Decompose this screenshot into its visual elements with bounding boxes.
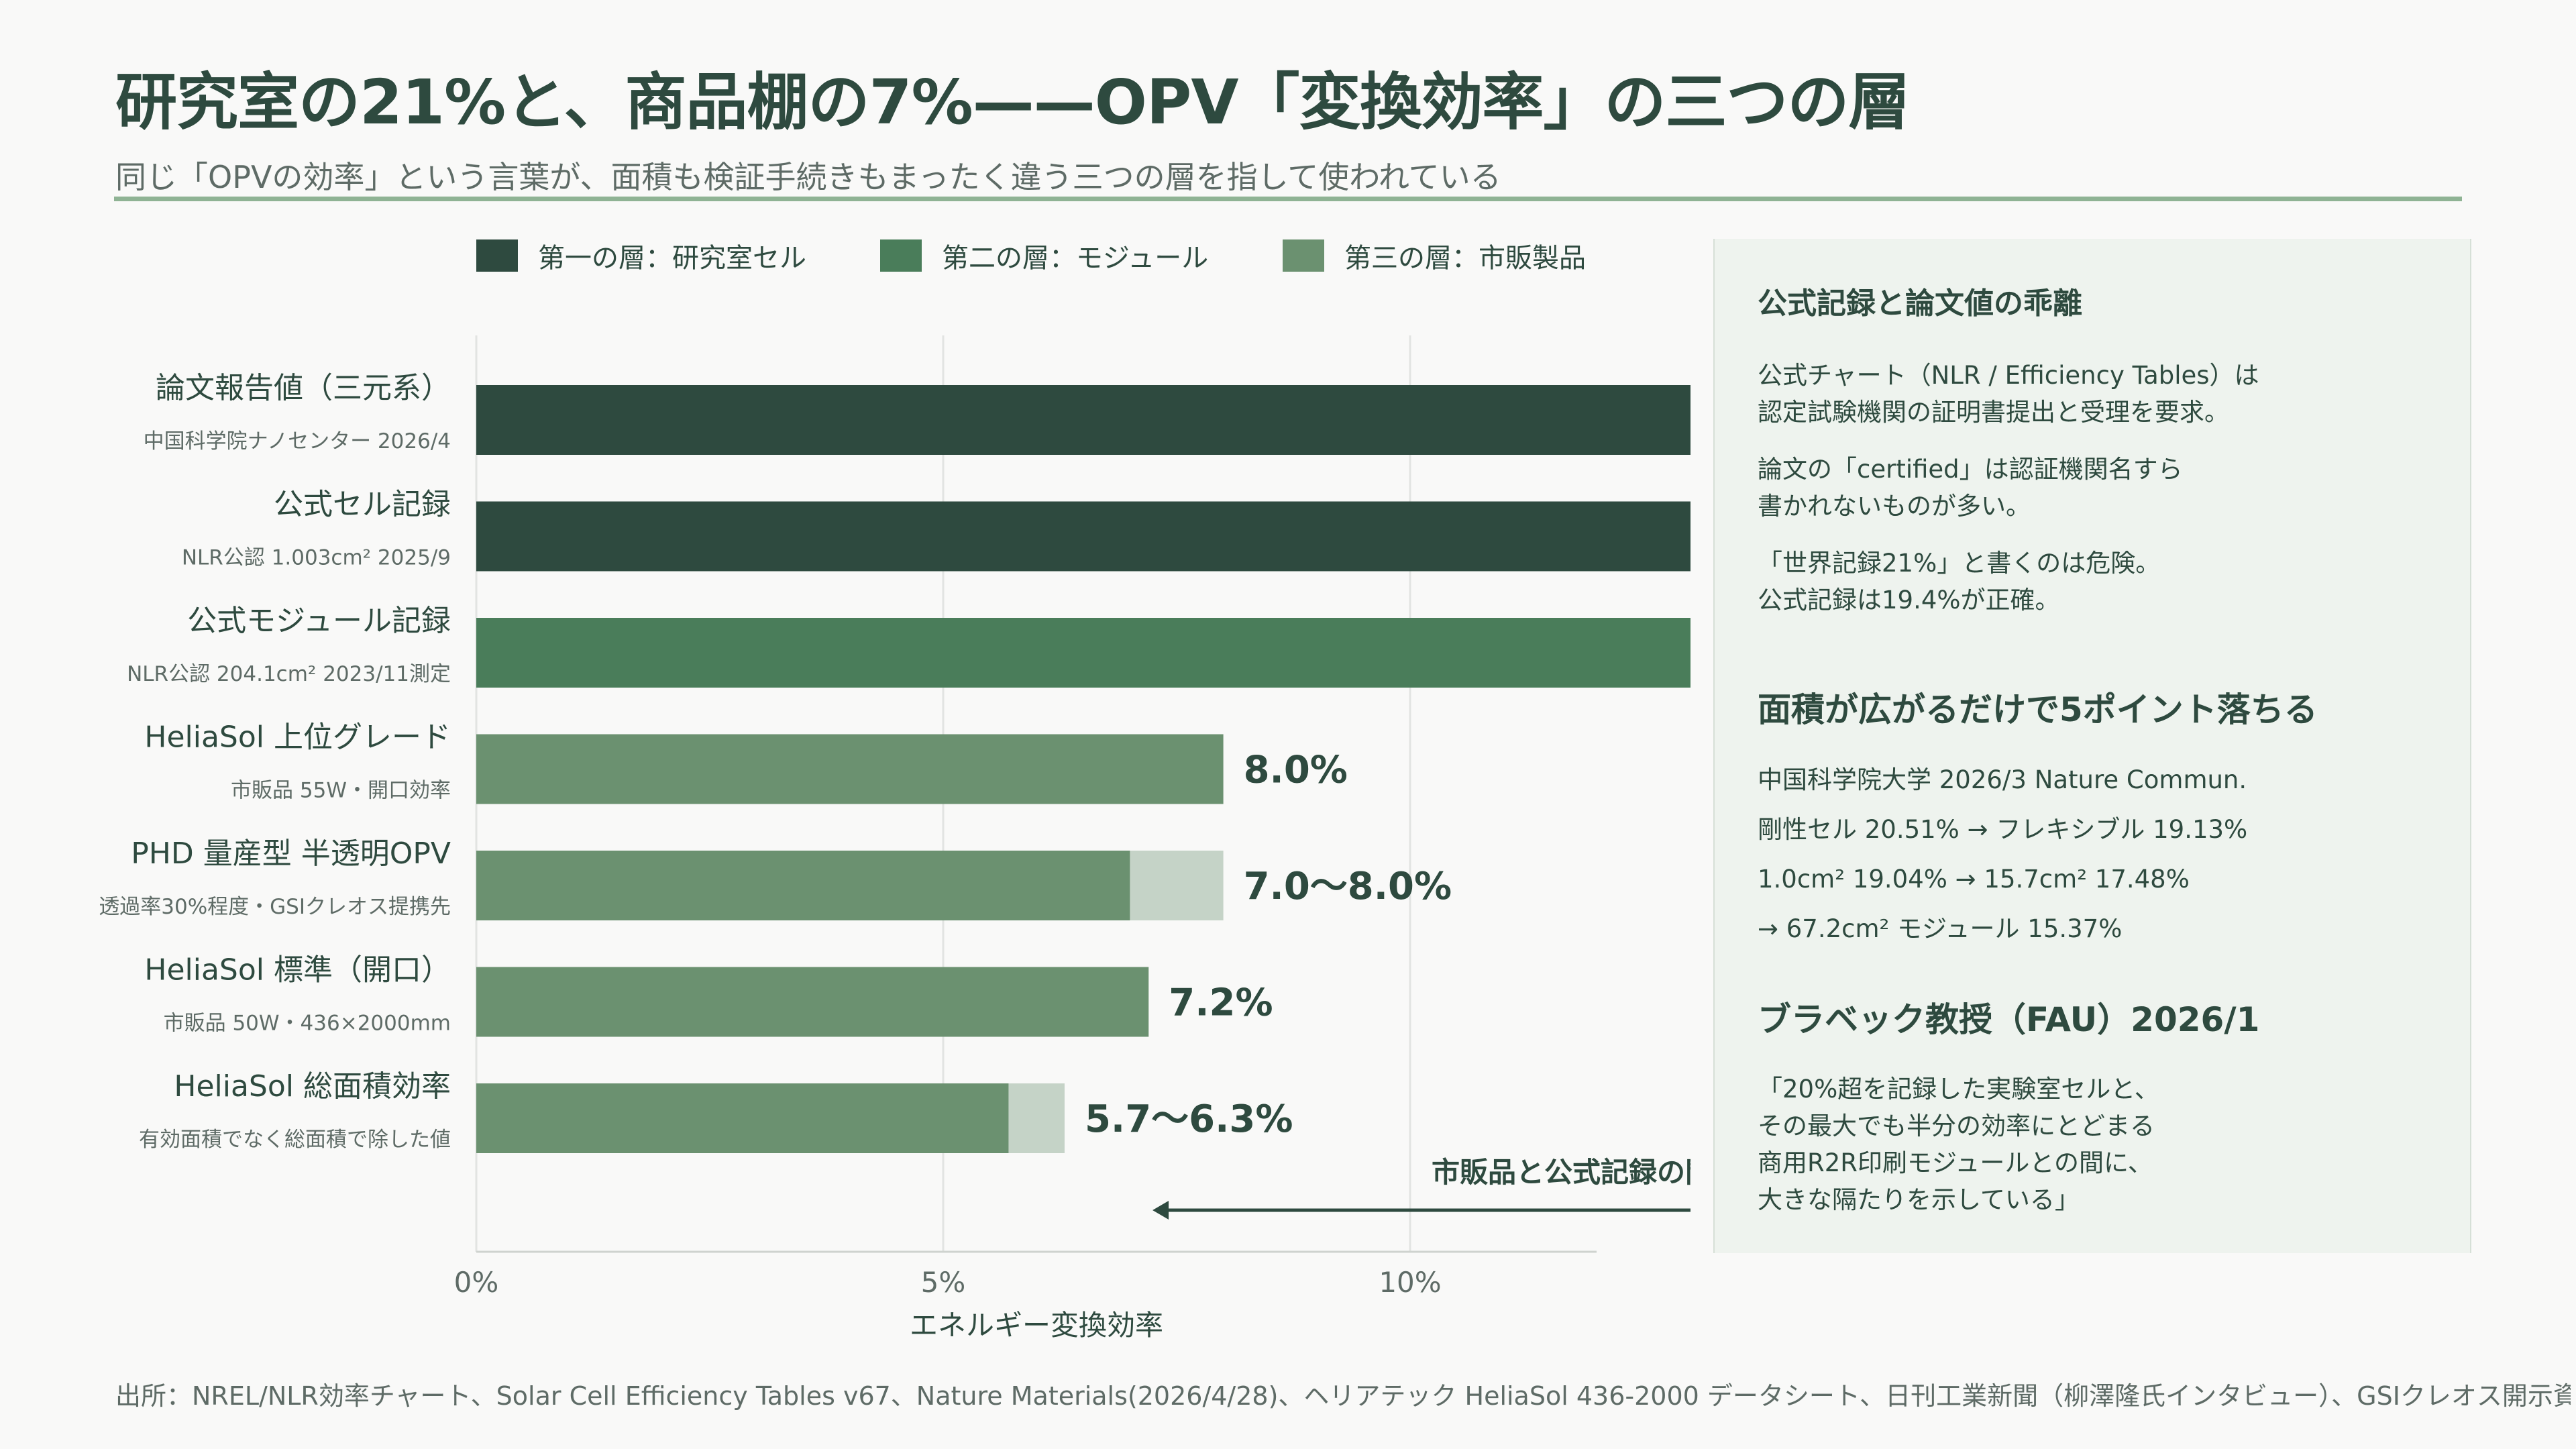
bar	[476, 618, 1690, 688]
x-axis-label: エネルギー変換効率	[910, 1309, 1163, 1342]
bar	[476, 501, 1690, 572]
commentary-line: → 67.2cm² モジュール 15.37%	[1758, 914, 2123, 943]
category-sublabel: 有効面積でなく総面積で除した値	[139, 1128, 451, 1152]
category-sublabel: NLR公認 1.003cm² 2025/9	[182, 546, 451, 570]
category-label: HeliaSol 総面積効率	[174, 1069, 451, 1104]
efficiency-bar-chart: 0%5%10%15%20%エネルギー変換効率21.01%論文報告値（三元系）中国…	[99, 335, 1690, 1342]
quote-line: 商用R2R印刷モジュールとの間に、	[1758, 1148, 2153, 1177]
legend-swatch-lab-cell	[476, 239, 518, 272]
legend-label: 第一の層：研究室セル	[538, 243, 806, 274]
section-title-record-gap: 公式記録と論文値の乖離	[1758, 286, 2082, 321]
category-label: PHD 量産型 半透明OPV	[131, 837, 451, 871]
section-title-area-loss: 面積が広がるだけで5ポイント落ちる	[1758, 690, 2318, 729]
quote-line: 大きな隔たりを示している」	[1758, 1185, 2080, 1214]
legend-item-module: 第二の層：モジュール	[880, 236, 1208, 275]
category-sublabel: 市販品 50W・436×2000mm	[164, 1012, 451, 1036]
legend-item-product: 第三の層：市販製品	[1283, 236, 1586, 275]
commentary-line: 1.0cm² 19.04% → 15.7cm² 17.48%	[1758, 865, 2190, 894]
commentary-line: 公式チャート（NLR / Efficiency Tables）は	[1758, 361, 2259, 390]
commentary-line: 公式記録は19.4%が正確。	[1758, 586, 2060, 614]
commentary-panel: 公式記録と論文値の乖離 公式チャート（NLR / Efficiency Tabl…	[1713, 239, 2471, 1253]
title-divider	[114, 197, 2462, 201]
x-tick-label: 0%	[454, 1266, 499, 1299]
quote-line: その最大でも半分の効率にとどまる	[1758, 1112, 2155, 1140]
bar-value-label: 7.2%	[1169, 981, 1273, 1025]
legend-swatch-module	[880, 239, 922, 272]
category-label: 公式モジュール記録	[187, 604, 451, 638]
gap-arrow-head-left	[1152, 1201, 1169, 1220]
quote-line: 「20%超を記録した実験室セルと、	[1758, 1075, 2159, 1104]
category-sublabel: 中国科学院ナノセンター 2026/4	[144, 429, 451, 453]
legend-swatch-product	[1283, 239, 1324, 272]
source-note: 出所：NREL/NLR効率チャート、Solar Cell Efficiency …	[115, 1381, 2571, 1411]
commentary-line: 認定試験機関の証明書提出と受理を要求。	[1758, 398, 2229, 427]
x-tick-label: 10%	[1379, 1266, 1441, 1299]
legend-label: 第二の層：モジュール	[942, 243, 1209, 274]
section-title-brabec-quote: ブラベック教授（FAU）2026/1	[1758, 1000, 2260, 1039]
commentary-line: 書かれないものが多い。	[1758, 492, 2031, 521]
bar-value-label: 8.0%	[1244, 749, 1348, 792]
category-label: 公式セル記録	[274, 488, 451, 522]
x-tick-label: 5%	[921, 1266, 966, 1299]
commentary-line: 中国科学院大学 2026/3 Nature Commun.	[1758, 765, 2247, 794]
bar	[476, 385, 1690, 455]
page-title: 研究室の21%と、商品棚の7%——OPV「変換効率」の三つの層	[115, 66, 1911, 138]
bar	[476, 734, 1224, 804]
bar-range-extension	[1008, 1083, 1065, 1153]
bar	[476, 851, 1130, 920]
bar-value-label: 7.0〜8.0%	[1244, 865, 1452, 908]
legend-label: 第三の層：市販製品	[1344, 243, 1586, 274]
bar	[476, 1083, 1009, 1153]
category-label: HeliaSol 標準（開口）	[144, 953, 451, 987]
commentary-line: 「世界記録21%」と書くのは危険。	[1758, 549, 2161, 578]
commentary-line: 剛性セル 20.51% → フレキシブル 19.13%	[1758, 815, 2248, 844]
bar	[476, 967, 1149, 1037]
commentary-line: 論文の「certified」は認証機関名すら	[1758, 455, 2183, 484]
category-label: 論文報告値（三元系）	[156, 371, 451, 405]
category-sublabel: 市販品 55W・開口効率	[231, 779, 451, 803]
bar-value-label: 5.7〜6.3%	[1085, 1097, 1293, 1141]
gap-annotation-label: 市販品と公式記録の間にある12ポイントの谷	[1432, 1156, 1690, 1189]
page-subtitle: 同じ「OPVの効率」という言葉が、面積も検証手続きもまったく違う三つの層を指して…	[115, 159, 1501, 195]
category-sublabel: NLR公認 204.1cm² 2023/11測定	[127, 662, 451, 686]
category-sublabel: 透過率30%程度・GSIクレオス提携先	[99, 895, 451, 919]
legend-item-lab-cell: 第一の層：研究室セル	[476, 236, 806, 275]
bar-range-extension	[1130, 851, 1224, 920]
category-label: HeliaSol 上位グレード	[144, 720, 451, 755]
